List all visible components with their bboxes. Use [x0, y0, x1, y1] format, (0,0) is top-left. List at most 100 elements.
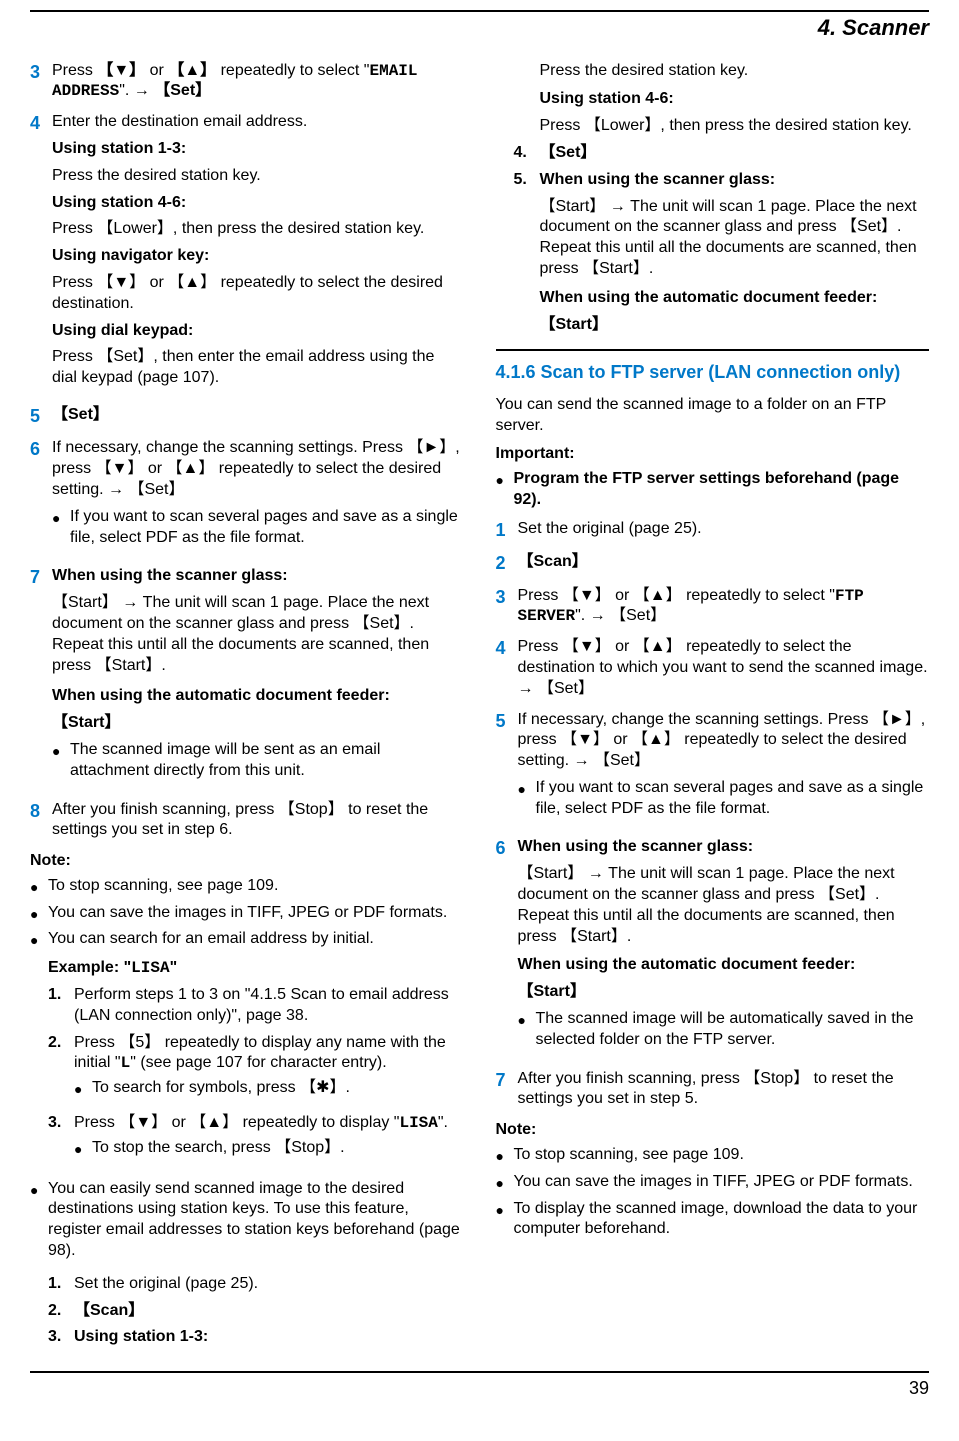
text: Press 【Lower】, then press the desired st… [52, 219, 464, 240]
section-heading: 4.1.6 Scan to FTP server (LAN connection… [496, 361, 930, 384]
step-body: After you finish scanning, press 【Stop】 … [52, 800, 464, 842]
continuation-block: Using station 4-6: Press 【Lower】, then p… [540, 89, 930, 137]
step-2: 2 【Scan】 [496, 552, 930, 575]
bullet-icon: ● [74, 1078, 92, 1099]
text: You can save the images in TIFF, JPEG or… [514, 1172, 913, 1193]
ordered-list: 1. Perform steps 1 to 3 on "4.1.5 Scan t… [48, 985, 464, 1167]
bullet-item: ● Program the FTP server settings before… [496, 469, 930, 511]
text: Press the desired station key. [540, 61, 930, 82]
content-columns: 3 Press 【▼】 or 【▲】 repeatedly to select … [30, 61, 929, 1361]
bullet-icon: ● [496, 1199, 514, 1241]
bullet-icon: ● [30, 903, 48, 924]
text: You can easily send scanned image to the… [48, 1179, 464, 1262]
step-body: Press 【▼】 or 【▲】 repeatedly to select "F… [518, 586, 930, 628]
top-rule [30, 10, 929, 12]
step-number: 6 [496, 837, 518, 1058]
step-4: 4 Enter the destination email address. U… [30, 112, 464, 395]
list-body: Press 【5】 repeatedly to display any name… [74, 1033, 464, 1107]
bullet-item: ● To search for symbols, press 【✱】. [74, 1078, 464, 1099]
bullet-icon: ● [518, 778, 536, 820]
list-item: 2. 【Scan】 [48, 1301, 464, 1322]
text: If you want to scan several pages and sa… [536, 778, 930, 820]
step-number: 3 [30, 61, 52, 103]
bullet-icon: ● [30, 876, 48, 897]
list-number: 2. [48, 1033, 74, 1107]
text: repeatedly to select " [216, 62, 369, 79]
text: Enter the destination email address. [52, 112, 464, 133]
text: To stop scanning, see page 109. [514, 1145, 744, 1166]
step-number: 8 [30, 800, 52, 842]
bullet-list: ● To search for symbols, press 【✱】. [74, 1078, 464, 1099]
step-number: 2 [496, 552, 518, 575]
text: To search for symbols, press 【✱】. [92, 1078, 350, 1099]
text: Program the FTP server settings beforeha… [514, 469, 930, 511]
step-1: 1 Set the original (page 25). [496, 519, 930, 542]
heading: Using station 1-3: [52, 139, 464, 160]
heading: Using station 4-6: [52, 193, 464, 214]
bullet-list: ● Program the FTP server settings before… [496, 469, 930, 511]
important-heading: Important: [496, 444, 930, 465]
list-number: 5. [514, 170, 540, 336]
step-3: 3 Press 【▼】 or 【▲】 repeatedly to select … [30, 61, 464, 103]
bullet-icon: ● [496, 1172, 514, 1193]
text: ". → 【Set】 [575, 607, 666, 624]
bullet-item: ● If you want to scan several pages and … [52, 507, 464, 549]
text: After you finish scanning, press 【Stop】 … [518, 1069, 930, 1111]
text: 【Start】 [518, 982, 930, 1003]
bullet-list: ● The scanned image will be automaticall… [518, 1009, 930, 1051]
key-down: 【▼】 [97, 62, 145, 79]
bullet-item: ● To display the scanned image, download… [496, 1199, 930, 1241]
text: 【Start】 → The unit will scan 1 page. Pla… [52, 593, 464, 676]
bullet-icon: ● [496, 469, 514, 511]
step-5: 5 【Set】 [30, 405, 464, 428]
list-number: 1. [48, 1274, 74, 1295]
step-number: 6 [30, 438, 52, 556]
bullet-item: ● You can search for an email address by… [30, 929, 464, 1172]
heading: Using navigator key: [52, 246, 464, 267]
bullet-icon: ● [518, 1009, 536, 1051]
code: LISA [399, 1114, 437, 1132]
heading: When using the automatic document feeder… [52, 686, 464, 707]
section-rule [496, 349, 930, 351]
heading: Using station 1-3: [74, 1327, 464, 1348]
step-body: When using the scanner glass: 【Start】 → … [518, 837, 930, 1058]
step-6: 6 If necessary, change the scanning sett… [30, 438, 464, 556]
step-6: 6 When using the scanner glass: 【Start】 … [496, 837, 930, 1058]
text: Perform steps 1 to 3 on "4.1.5 Scan to e… [74, 985, 464, 1027]
bullet-item: ● If you want to scan several pages and … [518, 778, 930, 820]
text: 【Set】 [540, 143, 930, 164]
step-body: 【Set】 [52, 405, 464, 428]
heading: When using the automatic document feeder… [540, 288, 930, 309]
step-3: 3 Press 【▼】 or 【▲】 repeatedly to select … [496, 586, 930, 628]
key-up: 【▲】 [168, 62, 216, 79]
step-8: 8 After you finish scanning, press 【Stop… [30, 800, 464, 842]
text: The scanned image will be automatically … [536, 1009, 930, 1051]
list-item: 2. Press 【5】 repeatedly to display any n… [48, 1033, 464, 1107]
bottom-rule [30, 1371, 929, 1373]
text: ". [119, 82, 134, 99]
list-number: 1. [48, 985, 74, 1027]
list-number: 3. [48, 1113, 74, 1167]
step-number: 4 [496, 637, 518, 699]
text: Example: " [48, 959, 131, 976]
list-body: When using the scanner glass: 【Start】 → … [540, 170, 930, 336]
step-7: 7 After you finish scanning, press 【Stop… [496, 1069, 930, 1111]
heading: Using station 4-6: [540, 89, 930, 110]
bullet-item: ● The scanned image will be sent as an e… [52, 740, 464, 782]
step-number: 5 [30, 405, 52, 428]
step-number: 3 [496, 586, 518, 628]
arrow-set: → 【Set】 [134, 82, 211, 99]
step-4: 4 Press 【▼】 or 【▲】 repeatedly to select … [496, 637, 930, 699]
text: ". [438, 1114, 448, 1131]
text: 【Start】 [52, 713, 464, 734]
heading: Using dial keypad: [52, 321, 464, 342]
text: Press [52, 62, 97, 79]
step-body: Enter the destination email address. Usi… [52, 112, 464, 395]
note-body: You can search for an email address by i… [48, 929, 464, 1172]
text: Set the original (page 25). [74, 1274, 464, 1295]
text: Press 【Lower】, then press the desired st… [540, 116, 930, 137]
text: The scanned image will be sent as an ema… [70, 740, 464, 782]
text: Press the desired station key. [52, 166, 464, 187]
chapter-title: 4. Scanner [30, 14, 929, 43]
bullet-list: ● If you want to scan several pages and … [518, 778, 930, 820]
